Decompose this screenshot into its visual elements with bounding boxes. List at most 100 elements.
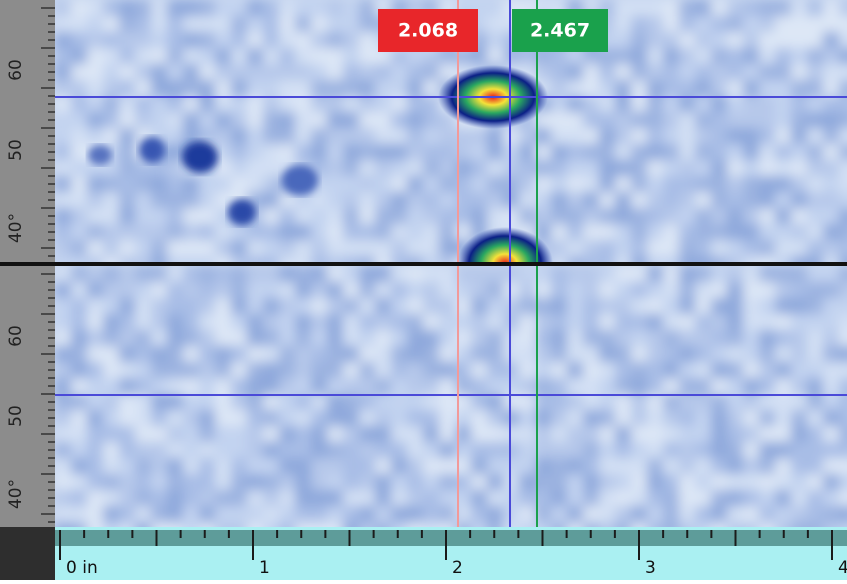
texture-cell bbox=[295, 144, 311, 160]
texture-cell bbox=[839, 48, 847, 64]
texture-cell bbox=[231, 176, 247, 192]
texture-cell bbox=[567, 442, 583, 458]
texture-cell bbox=[135, 442, 151, 458]
texture-cell bbox=[823, 378, 839, 394]
texture-cell bbox=[231, 266, 247, 282]
texture-cell bbox=[583, 330, 599, 346]
texture-cell bbox=[183, 490, 199, 506]
texture-cell bbox=[807, 240, 823, 256]
texture-cell bbox=[407, 176, 423, 192]
texture-cell bbox=[839, 176, 847, 192]
texture-cell bbox=[199, 394, 215, 410]
texture-cell bbox=[551, 522, 567, 527]
texture-cell bbox=[55, 96, 71, 112]
texture-cell bbox=[711, 16, 727, 32]
texture-cell bbox=[727, 410, 743, 426]
texture-cell bbox=[231, 160, 247, 176]
texture-cell bbox=[119, 506, 135, 522]
texture-cell bbox=[439, 192, 455, 208]
texture-cell bbox=[263, 160, 279, 176]
texture-cell bbox=[727, 144, 743, 160]
texture-cell bbox=[295, 240, 311, 256]
texture-cell bbox=[631, 32, 647, 48]
texture-cell bbox=[71, 266, 87, 282]
texture-cell bbox=[471, 314, 487, 330]
texture-cell bbox=[615, 160, 631, 176]
texture-cell bbox=[311, 410, 327, 426]
texture-cell bbox=[343, 192, 359, 208]
texture-cell bbox=[631, 490, 647, 506]
texture-cell bbox=[199, 16, 215, 32]
texture-cell bbox=[71, 224, 87, 240]
texture-cell bbox=[775, 330, 791, 346]
texture-cell bbox=[743, 128, 759, 144]
texture-cell bbox=[839, 266, 847, 282]
texture-cell bbox=[343, 112, 359, 128]
texture-cell bbox=[135, 474, 151, 490]
texture-cell bbox=[215, 282, 231, 298]
texture-cell bbox=[471, 192, 487, 208]
texture-cell bbox=[695, 506, 711, 522]
texture-cell bbox=[663, 208, 679, 224]
texture-cell bbox=[615, 176, 631, 192]
texture-cell bbox=[615, 128, 631, 144]
texture-cell bbox=[615, 506, 631, 522]
texture-cell bbox=[327, 16, 343, 32]
texture-cell bbox=[727, 192, 743, 208]
texture-cell bbox=[839, 362, 847, 378]
texture-cell bbox=[359, 410, 375, 426]
texture-cell bbox=[55, 224, 71, 240]
texture-cell bbox=[631, 474, 647, 490]
texture-cell bbox=[231, 458, 247, 474]
texture-cell bbox=[647, 442, 663, 458]
texture-cell bbox=[327, 442, 343, 458]
texture-cell bbox=[71, 16, 87, 32]
texture-cell bbox=[423, 298, 439, 314]
texture-cell bbox=[567, 80, 583, 96]
texture-cell bbox=[711, 80, 727, 96]
texture-cell bbox=[359, 48, 375, 64]
texture-cell bbox=[311, 458, 327, 474]
texture-cell bbox=[535, 266, 551, 282]
texture-cell bbox=[247, 378, 263, 394]
meas-cursor-label[interactable] bbox=[512, 9, 608, 52]
texture-cell bbox=[807, 362, 823, 378]
texture-cell bbox=[407, 506, 423, 522]
texture-cell bbox=[247, 362, 263, 378]
texture-cell bbox=[807, 506, 823, 522]
texture-cell bbox=[759, 160, 775, 176]
texture-cell bbox=[775, 32, 791, 48]
texture-cell bbox=[343, 48, 359, 64]
texture-cell bbox=[247, 240, 263, 256]
texture-cell bbox=[551, 224, 567, 240]
texture-cell bbox=[567, 144, 583, 160]
texture-cell bbox=[231, 128, 247, 144]
texture-cell bbox=[231, 112, 247, 128]
texture-cell bbox=[711, 0, 727, 16]
texture-cell bbox=[759, 208, 775, 224]
texture-cell bbox=[263, 176, 279, 192]
texture-cell bbox=[279, 442, 295, 458]
texture-cell bbox=[791, 458, 807, 474]
texture-cell bbox=[151, 314, 167, 330]
texture-cell bbox=[103, 256, 119, 262]
texture-cell bbox=[679, 0, 695, 16]
texture-cell bbox=[551, 314, 567, 330]
texture-cell bbox=[391, 256, 407, 262]
texture-cell bbox=[567, 224, 583, 240]
texture-cell bbox=[87, 522, 103, 527]
texture-cell bbox=[391, 112, 407, 128]
ref-cursor-label[interactable] bbox=[378, 9, 478, 52]
texture-cell bbox=[183, 506, 199, 522]
texture-cell bbox=[519, 378, 535, 394]
texture-cell bbox=[183, 410, 199, 426]
texture-cell bbox=[71, 240, 87, 256]
texture-cell bbox=[407, 64, 423, 80]
texture-cell bbox=[695, 490, 711, 506]
texture-cell bbox=[567, 192, 583, 208]
texture-cell bbox=[183, 80, 199, 96]
texture-cell bbox=[487, 32, 503, 48]
texture-cell bbox=[519, 362, 535, 378]
texture-cell bbox=[407, 394, 423, 410]
texture-cell bbox=[775, 362, 791, 378]
